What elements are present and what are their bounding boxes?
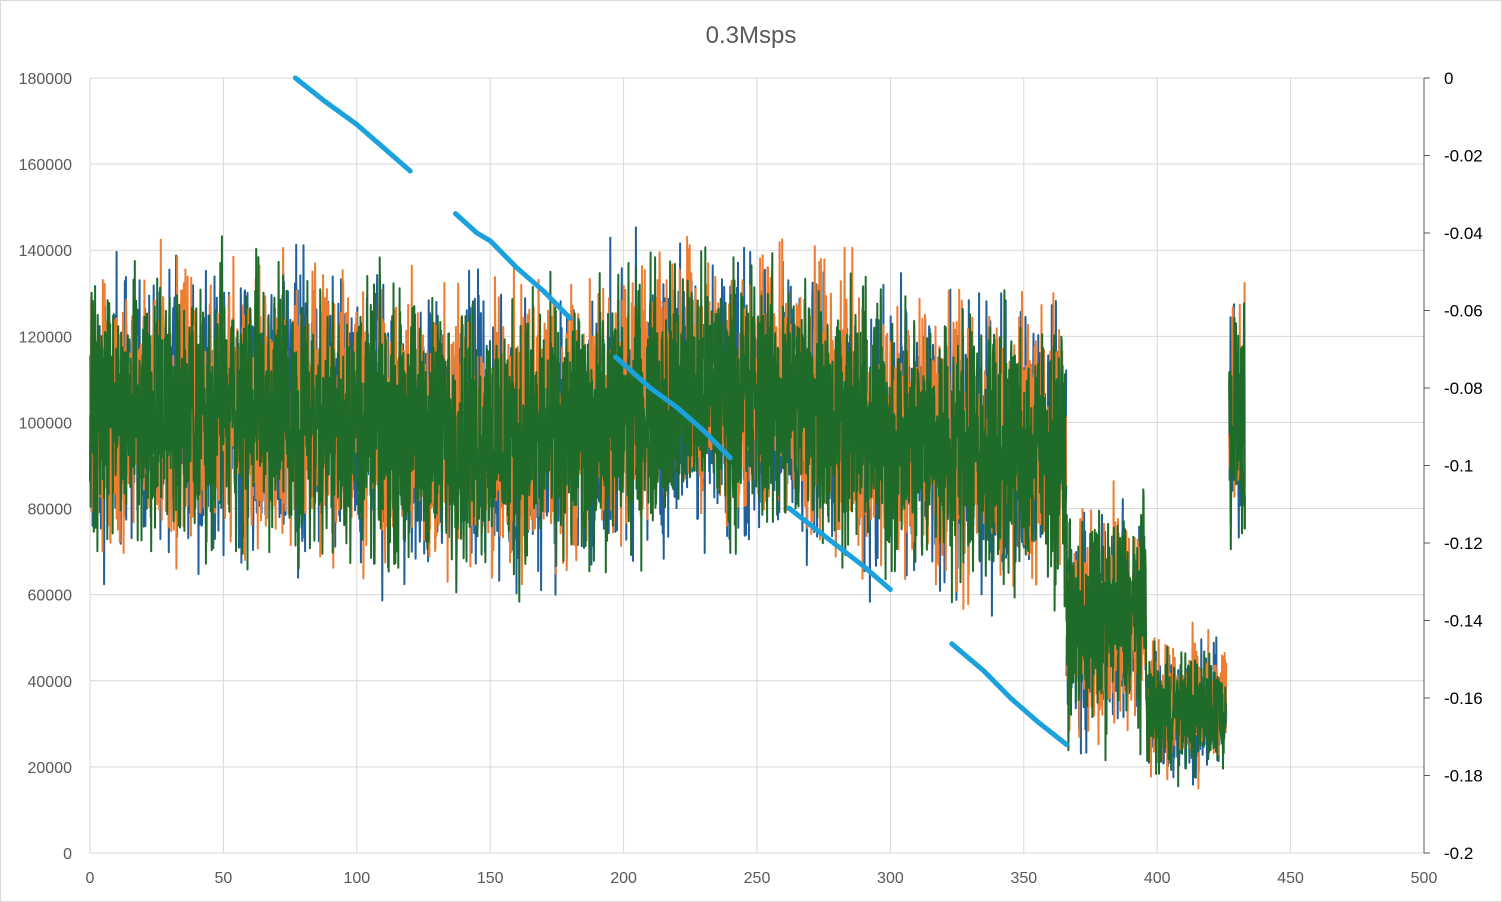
series-line xyxy=(1228,302,1246,551)
y2-tick-label: -0.08 xyxy=(1444,379,1483,398)
y2-tick-label: -0.1 xyxy=(1444,457,1473,476)
x-tick-label: 150 xyxy=(477,870,504,887)
series-line xyxy=(1065,488,1148,762)
y2-tick-label: -0.02 xyxy=(1444,147,1483,166)
x-tick-label: 50 xyxy=(215,870,233,887)
plot-area xyxy=(89,75,1246,790)
y-tick-label: 60000 xyxy=(28,588,73,605)
x-tick-label: 250 xyxy=(744,870,771,887)
secondary-series-line xyxy=(786,505,893,592)
tick-labels: 0200004000060000800001000001200001400001… xyxy=(19,69,1483,887)
y2-tick-label: -0.2 xyxy=(1444,844,1473,863)
y2-tick-label: -0.12 xyxy=(1444,534,1483,553)
secondary-series-line xyxy=(453,211,573,321)
secondary-series-line xyxy=(613,354,733,461)
series-line xyxy=(89,235,1068,612)
series-line xyxy=(1145,640,1228,788)
x-tick-label: 350 xyxy=(1010,870,1037,887)
x-tick-label: 450 xyxy=(1277,870,1304,887)
y2-tick-label: -0.04 xyxy=(1444,224,1483,243)
chart-title: 0.3Msps xyxy=(706,22,797,49)
y-tick-label: 40000 xyxy=(28,674,73,691)
x-tick-label: 500 xyxy=(1411,870,1438,887)
x-tick-label: 0 xyxy=(86,870,95,887)
y2-tick-label: -0.18 xyxy=(1444,767,1483,786)
y2-tick-label: -0.14 xyxy=(1444,612,1483,631)
y2-tick-label: 0 xyxy=(1444,69,1453,88)
y-tick-label: 100000 xyxy=(19,415,72,432)
y-tick-label: 0 xyxy=(63,846,72,863)
y-tick-label: 80000 xyxy=(28,502,73,519)
y-tick-label: 180000 xyxy=(19,71,72,88)
x-tick-label: 300 xyxy=(877,870,904,887)
secondary-series-line xyxy=(292,75,413,174)
x-tick-label: 200 xyxy=(610,870,637,887)
x-tick-label: 100 xyxy=(343,870,370,887)
secondary-series-line xyxy=(949,641,1069,747)
x-tick-label: 400 xyxy=(1144,870,1171,887)
y-tick-label: 20000 xyxy=(28,760,73,777)
y-tick-label: 160000 xyxy=(19,157,72,174)
y2-tick-label: -0.16 xyxy=(1444,689,1483,708)
y-tick-label: 120000 xyxy=(19,329,72,346)
y2-tick-label: -0.06 xyxy=(1444,302,1483,321)
y-tick-label: 140000 xyxy=(19,243,72,260)
